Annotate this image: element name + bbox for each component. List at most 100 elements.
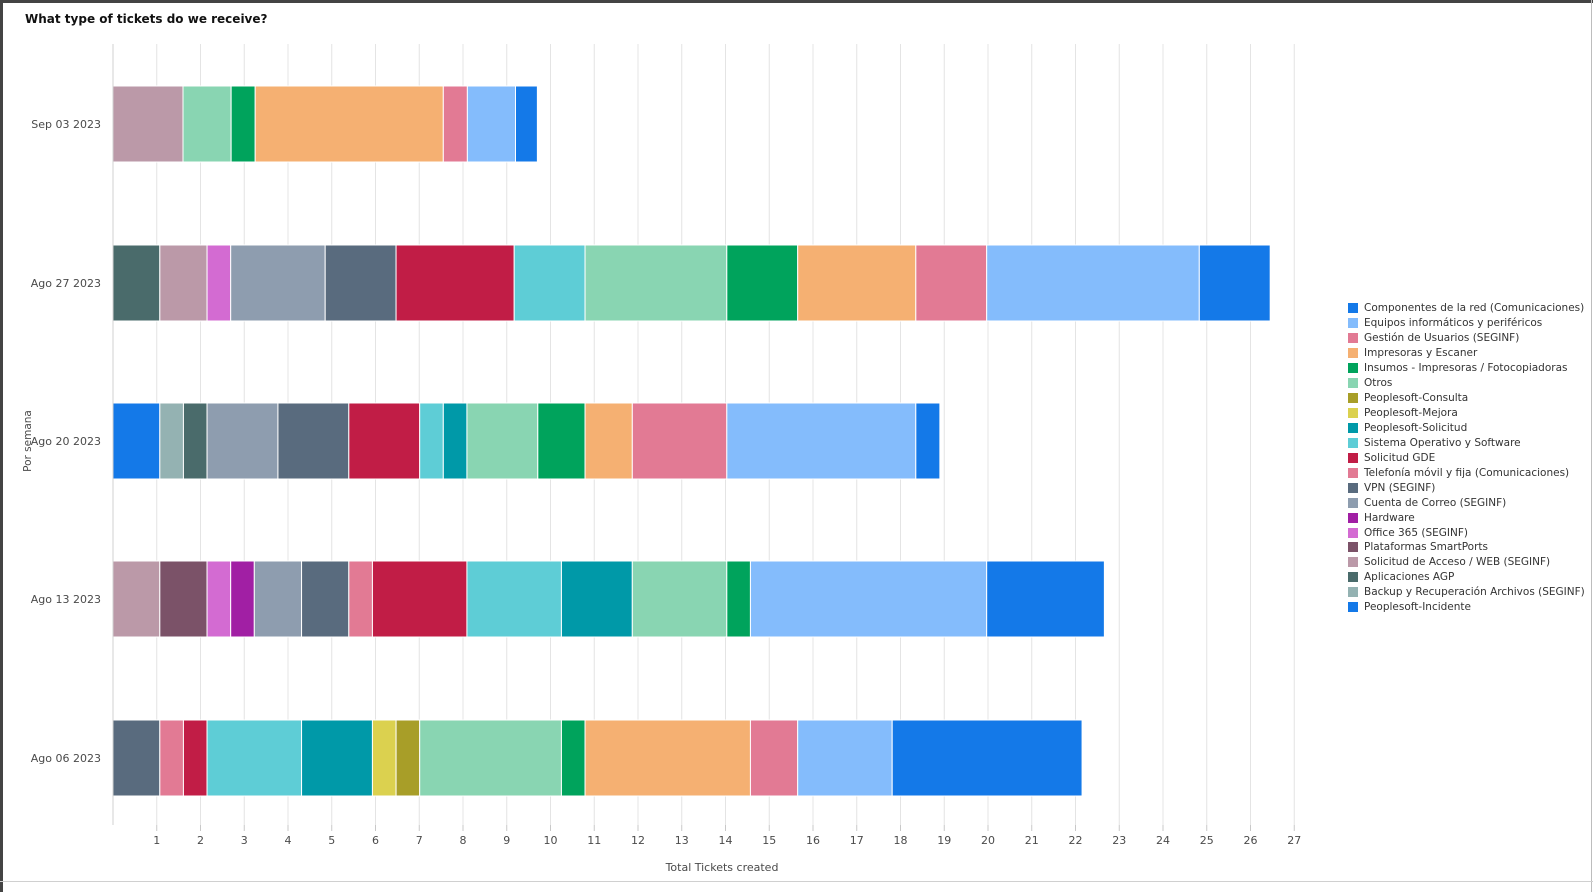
bar-segment-sistema-operativo-y-software[interactable] <box>206 719 303 797</box>
bar-segment-solicitud-gde[interactable] <box>371 560 468 638</box>
bar-segment-peoplesoft-incidente[interactable] <box>112 402 161 480</box>
bar-segment-office-365-seginf[interactable] <box>206 244 232 322</box>
bar-segment-sistema-operativo-y-software[interactable] <box>466 560 562 638</box>
bar-segment-vpn-seginf[interactable] <box>112 719 161 797</box>
legend-label: Cuenta de Correo (SEGINF) <box>1364 496 1507 509</box>
bar-segment-solicitud-gde[interactable] <box>182 719 208 797</box>
bar-segment-componentes-de-la-red-comunicaciones[interactable] <box>1198 244 1271 322</box>
x-tick-label: 23 <box>1112 834 1126 847</box>
legend-item-vpn-seginf[interactable]: VPN (SEGINF) <box>1348 480 1585 495</box>
bar-segment-insumos-impresoras-fotocopiadoras[interactable] <box>726 244 799 322</box>
legend-item-office-365-seginf[interactable]: Office 365 (SEGINF) <box>1348 525 1585 540</box>
bar-segment-plataformas-smartports[interactable] <box>159 560 208 638</box>
legend-item-componentes-de-la-red-comunicaciones[interactable]: Componentes de la red (Comunicaciones) <box>1348 301 1585 316</box>
bar-segment-vpn-seginf[interactable] <box>301 560 350 638</box>
legend-label: Plataformas SmartPorts <box>1364 541 1489 554</box>
bar-segment-peoplesoft-solicitud[interactable] <box>560 560 633 638</box>
legend-item-hardware[interactable]: Hardware <box>1348 510 1585 525</box>
bar-segment-equipos-informaticos-y-perifericos[interactable] <box>749 560 988 638</box>
legend-label: Telefonía móvil y fija (Comunicaciones) <box>1364 466 1570 479</box>
legend-item-impresoras-y-escaner[interactable]: Impresoras y Escaner <box>1348 346 1585 361</box>
legend-item-cuenta-de-correo-seginf[interactable]: Cuenta de Correo (SEGINF) <box>1348 495 1585 510</box>
bar-segment-componentes-de-la-red-comunicaciones[interactable] <box>986 560 1105 638</box>
x-tick-label: 10 <box>544 834 558 847</box>
bar-segment-componentes-de-la-red-comunicaciones[interactable] <box>915 402 941 480</box>
legend-swatch <box>1348 512 1358 523</box>
bar-segment-solicitud-de-acceso-web-seginf[interactable] <box>112 85 184 163</box>
legend-label: Otros <box>1364 377 1393 390</box>
bar-segment-otros[interactable] <box>631 560 728 638</box>
bar-segment-aplicaciones-agp[interactable] <box>112 244 161 322</box>
bar-segment-insumos-impresoras-fotocopiadoras[interactable] <box>726 560 751 638</box>
bar-segment-equipos-informaticos-y-perifericos[interactable] <box>797 719 893 797</box>
legend: Componentes de la red (Comunicaciones) Eq… <box>1348 301 1585 615</box>
bar-segment-otros[interactable] <box>182 85 232 163</box>
bar-segment-peoplesoft-mejora[interactable] <box>371 719 397 797</box>
legend-swatch <box>1348 422 1358 433</box>
x-tick-label: 17 <box>850 834 864 847</box>
bar-segment-otros[interactable] <box>584 244 728 322</box>
bar-segment-gestion-de-usuarios-seginf[interactable] <box>348 560 373 638</box>
bar-segment-impresoras-y-escaner[interactable] <box>254 85 444 163</box>
bar-segment-peoplesoft-solicitud[interactable] <box>442 402 468 480</box>
bar-segment-equipos-informaticos-y-perifericos[interactable] <box>726 402 917 480</box>
legend-swatch <box>1348 363 1358 374</box>
legend-item-gestion-de-usuarios-seginf[interactable]: Gestión de Usuarios (SEGINF) <box>1348 331 1585 346</box>
bar-segment-gestion-de-usuarios-seginf[interactable] <box>159 719 184 797</box>
bar-segment-insumos-impresoras-fotocopiadoras[interactable] <box>560 719 586 797</box>
bar-segment-insumos-impresoras-fotocopiadoras[interactable] <box>537 402 586 480</box>
bar-segment-sistema-operativo-y-software[interactable] <box>513 244 586 322</box>
bar-segment-solicitud-de-acceso-web-seginf[interactable] <box>112 560 161 638</box>
legend-item-peoplesoft-mejora[interactable]: Peoplesoft-Mejora <box>1348 406 1585 421</box>
bar-segment-otros[interactable] <box>419 719 562 797</box>
bar-segment-impresoras-y-escaner[interactable] <box>584 402 633 480</box>
bar-segment-gestion-de-usuarios-seginf[interactable] <box>442 85 468 163</box>
bar-segment-gestion-de-usuarios-seginf[interactable] <box>915 244 988 322</box>
x-tick-label: 7 <box>416 834 423 847</box>
bar-segment-equipos-informaticos-y-perifericos[interactable] <box>466 85 516 163</box>
bar-segment-impresoras-y-escaner[interactable] <box>584 719 751 797</box>
legend-label: Gestión de Usuarios (SEGINF) <box>1364 332 1520 345</box>
legend-item-equipos-informaticos-y-perifericos[interactable]: Equipos informáticos y periféricos <box>1348 316 1585 331</box>
bar-segment-cuenta-de-correo-seginf[interactable] <box>253 560 303 638</box>
bar-segment-impresoras-y-escaner[interactable] <box>797 244 917 322</box>
bar-segment-equipos-informaticos-y-perifericos[interactable] <box>986 244 1200 322</box>
legend-item-solicitud-gde[interactable]: Solicitud GDE <box>1348 450 1585 465</box>
bar-segment-solicitud-gde[interactable] <box>395 244 515 322</box>
bar-segment-gestion-de-usuarios-seginf[interactable] <box>749 719 799 797</box>
bar-segment-otros[interactable] <box>466 402 539 480</box>
legend-item-peoplesoft-incidente[interactable]: Peoplesoft-Incidente <box>1348 600 1585 615</box>
bar-segment-insumos-impresoras-fotocopiadoras[interactable] <box>230 85 256 163</box>
legend-item-peoplesoft-solicitud[interactable]: Peoplesoft-Solicitud <box>1348 421 1585 436</box>
legend-item-peoplesoft-consulta[interactable]: Peoplesoft-Consulta <box>1348 391 1585 406</box>
x-tick-label: 22 <box>1069 834 1083 847</box>
legend-item-solicitud-de-acceso-web-seginf[interactable]: Solicitud de Acceso / WEB (SEGINF) <box>1348 555 1585 570</box>
bar-segment-cuenta-de-correo-seginf[interactable] <box>230 244 326 322</box>
bar-segment-cuenta-de-correo-seginf[interactable] <box>206 402 279 480</box>
legend-item-backup-y-recuperacion-archivos-seginf[interactable]: Backup y Recuperación Archivos (SEGINF) <box>1348 585 1585 600</box>
bar-segment-hardware[interactable] <box>230 560 255 638</box>
bar-segment-telefonia-movil-y-fija-comunicaciones[interactable] <box>631 402 728 480</box>
bar-segment-office-365-seginf[interactable] <box>206 560 232 638</box>
bar-segment-solicitud-gde[interactable] <box>348 402 421 480</box>
bar-segment-vpn-seginf[interactable] <box>277 402 350 480</box>
bar-segment-aplicaciones-agp[interactable] <box>182 402 208 480</box>
legend-swatch <box>1348 303 1358 314</box>
bar-segment-componentes-de-la-red-comunicaciones[interactable] <box>891 719 1083 797</box>
legend-swatch <box>1348 602 1358 613</box>
legend-item-telefonia-movil-y-fija-comunicaciones[interactable]: Telefonía móvil y fija (Comunicaciones) <box>1348 465 1585 480</box>
bar-segment-peoplesoft-consulta[interactable] <box>395 719 421 797</box>
legend-item-aplicaciones-agp[interactable]: Aplicaciones AGP <box>1348 570 1585 585</box>
legend-swatch <box>1348 572 1358 583</box>
bar-segment-componentes-de-la-red-comunicaciones[interactable] <box>515 85 538 163</box>
bar-segment-solicitud-de-acceso-web-seginf[interactable] <box>159 244 208 322</box>
bar-segment-sistema-operativo-y-software[interactable] <box>419 402 444 480</box>
bar-segment-backup-y-recuperacion-archivos-seginf[interactable] <box>159 402 184 480</box>
legend-swatch <box>1348 378 1358 389</box>
legend-item-sistema-operativo-y-software[interactable]: Sistema Operativo y Software <box>1348 435 1585 450</box>
bar-segment-vpn-seginf[interactable] <box>324 244 397 322</box>
bar-segment-peoplesoft-solicitud[interactable] <box>301 719 373 797</box>
legend-item-insumos-impresoras-fotocopiadoras[interactable]: Insumos - Impresoras / Fotocopiadoras <box>1348 361 1585 376</box>
legend-item-plataformas-smartports[interactable]: Plataformas SmartPorts <box>1348 540 1585 555</box>
legend-item-otros[interactable]: Otros <box>1348 376 1585 391</box>
